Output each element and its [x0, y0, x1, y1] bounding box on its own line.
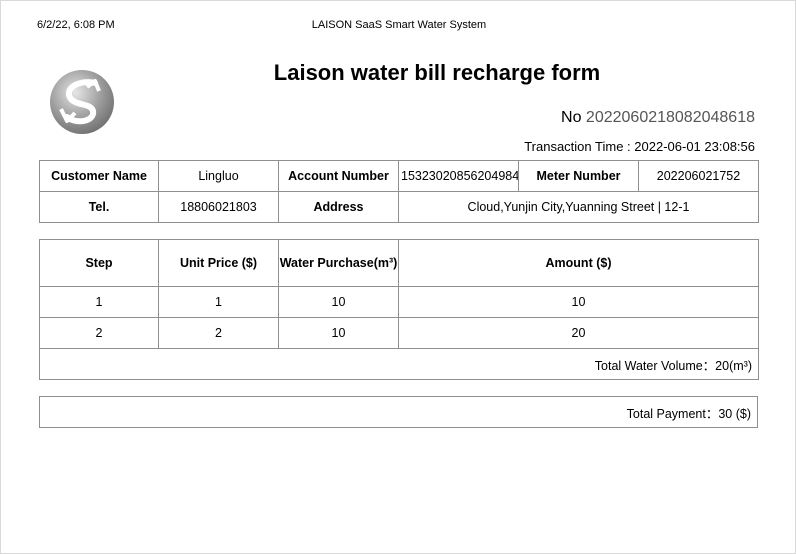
water-purchase-cell: 10 — [278, 317, 399, 349]
amount-cell: 10 — [398, 286, 759, 318]
document-number-value: 2022060218082048618 — [585, 109, 755, 126]
print-header-title: LAISON SaaS Smart Water System — [311, 19, 487, 31]
table-row: 1 1 10 10 — [39, 286, 759, 318]
total-payment-row: Total Payment：30 ($) — [39, 396, 758, 428]
customer-info-table: Customer Name Lingluo Account Number 153… — [39, 160, 759, 223]
step-cell: 1 — [39, 286, 159, 318]
water-purchase-header: Water Purchase(m³) — [278, 239, 399, 287]
document-number: No 2022060218082048618 — [561, 109, 755, 127]
total-payment: Total Payment：30 ($) — [39, 396, 758, 428]
transaction-time: Transaction Time : 2022-06-01 23:08:56 — [524, 139, 755, 154]
document-number-label: No — [561, 109, 582, 126]
transaction-time-value: 2022-06-01 23:08:56 — [634, 139, 755, 154]
address-value: Cloud,Yunjin City,Yuanning Street | 12-1 — [398, 191, 759, 223]
tel-label: Tel. — [39, 191, 159, 223]
water-purchase-cell: 10 — [278, 286, 399, 318]
account-number-label: Account Number — [278, 160, 399, 192]
total-water-volume: Total Water Volume：20(m³) — [39, 348, 759, 380]
customer-name-label: Customer Name — [39, 160, 159, 192]
step-cell: 2 — [39, 317, 159, 349]
table-row: Tel. 18806021803 Address Cloud,Yunjin Ci… — [39, 191, 759, 223]
customer-name-value: Lingluo — [158, 160, 279, 192]
table-row: 2 2 10 20 — [39, 317, 759, 349]
amount-cell: 20 — [398, 317, 759, 349]
meter-number-label: Meter Number — [518, 160, 639, 192]
tel-value: 18806021803 — [158, 191, 279, 223]
address-label: Address — [278, 191, 399, 223]
print-datetime: 6/2/22, 6:08 PM — [37, 19, 115, 31]
total-volume-row: Total Water Volume：20(m³) — [39, 348, 759, 380]
payment-table: Total Payment：30 ($) — [39, 396, 758, 428]
table-row: Customer Name Lingluo Account Number 153… — [39, 160, 759, 192]
step-header: Step — [39, 239, 159, 287]
unit-price-header: Unit Price ($) — [158, 239, 279, 287]
step-pricing-table: Step Unit Price ($) Water Purchase(m³) A… — [39, 239, 759, 380]
meter-number-value: 202206021752 — [638, 160, 759, 192]
unit-price-cell: 2 — [158, 317, 279, 349]
laison-logo-icon — [50, 70, 114, 134]
amount-header: Amount ($) — [398, 239, 759, 287]
table-header-row: Step Unit Price ($) Water Purchase(m³) A… — [39, 239, 759, 287]
unit-price-cell: 1 — [158, 286, 279, 318]
account-number-value: 15323020856204984 — [398, 160, 519, 192]
document-title: Laison water bill recharge form — [273, 60, 601, 85]
transaction-time-label: Transaction Time : — [524, 139, 631, 154]
